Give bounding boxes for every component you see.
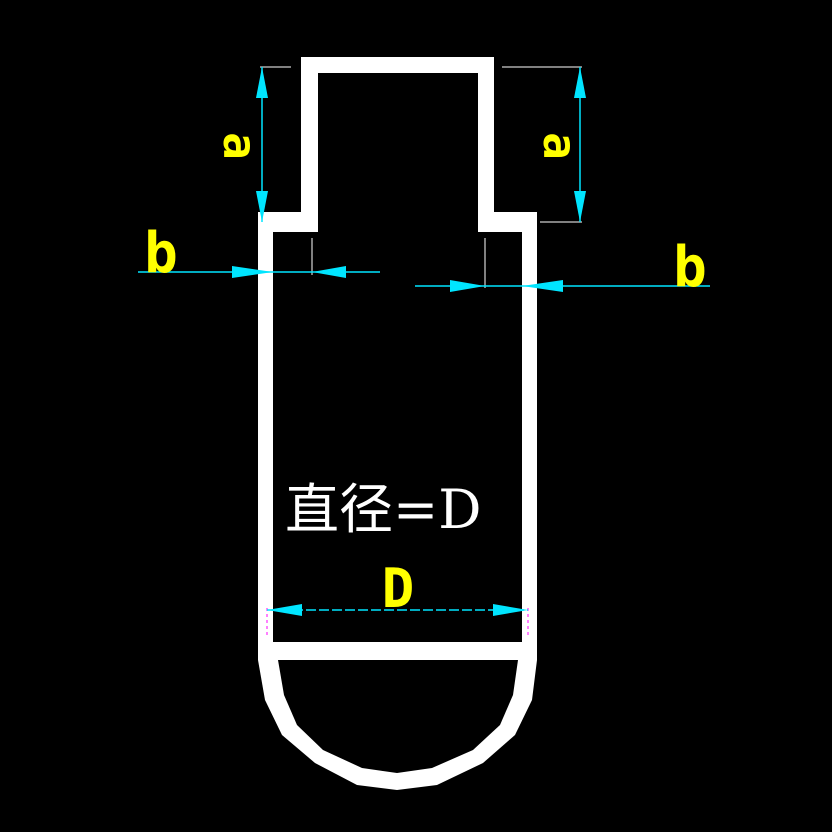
dimension-a-right: a [502, 66, 587, 223]
dimension-b-right: b [415, 235, 710, 300]
dimension-label-a-left: a [213, 132, 267, 160]
dimension-label-a-right: a [533, 132, 587, 160]
part-outline [258, 57, 537, 790]
inner-cavity [273, 73, 522, 642]
dimension-label-d: D [382, 557, 415, 620]
dimension-d: D [266, 557, 529, 636]
arrowhead-right-icon [493, 604, 528, 616]
arrowhead-left-icon [522, 280, 563, 292]
arrowhead-right-icon [450, 280, 485, 292]
dimension-a-left: a [213, 66, 291, 222]
arrowhead-left-icon [312, 266, 346, 278]
arrowhead-up-icon [574, 67, 586, 98]
dimension-label-b-right: b [673, 235, 707, 300]
arrowhead-down-icon [574, 191, 586, 222]
arrowhead-down-icon [256, 191, 268, 222]
bottom-cap-inner [278, 660, 518, 773]
dimension-b-left: b [138, 221, 380, 286]
dimension-label-b-left: b [144, 221, 178, 286]
diameter-label: 直径=D [285, 478, 482, 541]
arrowhead-right-icon [232, 266, 273, 278]
arrowhead-up-icon [256, 67, 268, 98]
separator-bar [258, 642, 537, 660]
arrowhead-left-icon [267, 604, 302, 616]
